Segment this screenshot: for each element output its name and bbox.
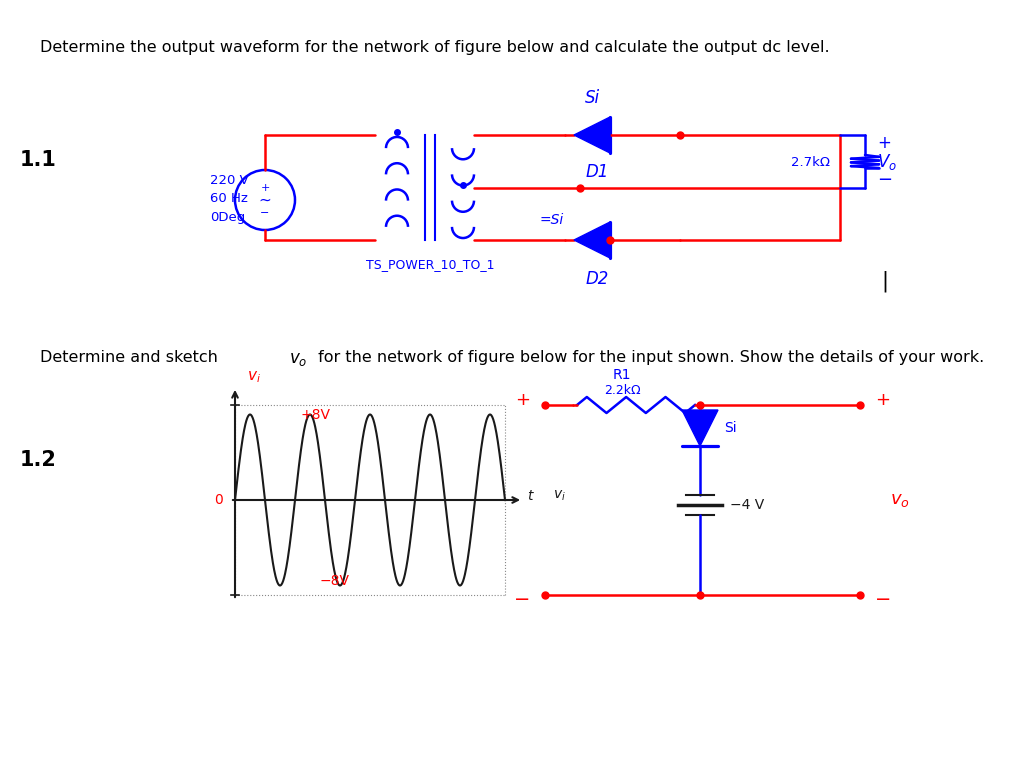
Text: −: − [261,208,270,218]
Text: −: − [514,591,530,610]
Text: −: − [877,171,893,189]
Text: 2.2kΩ: 2.2kΩ [603,383,640,397]
Text: Determine and sketch: Determine and sketch [40,350,223,365]
Text: 0: 0 [214,493,223,507]
Text: 1.1: 1.1 [19,150,56,170]
Text: Determine the output waveform for the network of figure below and calculate the : Determine the output waveform for the ne… [40,40,830,55]
Text: 0Deg: 0Deg [210,210,245,223]
Text: $V_o$: $V_o$ [877,152,897,172]
Text: for the network of figure below for the input shown. Show the details of your wo: for the network of figure below for the … [313,350,984,365]
Text: 2.7kΩ: 2.7kΩ [791,156,830,169]
Polygon shape [574,117,610,153]
Text: Si: Si [585,89,599,107]
Polygon shape [574,222,610,258]
Text: R1: R1 [613,368,631,382]
Text: +: + [515,391,530,409]
Text: 220 V: 220 V [210,173,248,186]
Text: 60 Hz: 60 Hz [210,192,248,205]
Text: +: + [875,391,890,409]
Text: $v_i$: $v_i$ [553,489,566,504]
Text: TS_POWER_10_TO_1: TS_POWER_10_TO_1 [365,258,495,271]
Text: +: + [261,183,270,193]
Text: +: + [877,134,891,152]
Text: −8V: −8V [320,574,350,588]
Text: D1: D1 [585,163,608,181]
Text: $v_i$: $v_i$ [247,370,261,385]
Text: −: − [875,591,892,610]
Text: 1.2: 1.2 [19,450,56,470]
Text: $v_o$: $v_o$ [890,491,910,509]
Text: t: t [527,489,532,503]
Polygon shape [682,410,718,446]
Text: D2: D2 [585,270,608,288]
Text: =Si: =Si [540,213,564,227]
Text: |: | [881,270,889,292]
Text: −4 V: −4 V [731,498,764,512]
Text: $v_o$: $v_o$ [289,350,308,368]
Text: +8V: +8V [300,408,330,422]
Text: ~: ~ [259,192,271,207]
Text: Si: Si [724,421,737,435]
